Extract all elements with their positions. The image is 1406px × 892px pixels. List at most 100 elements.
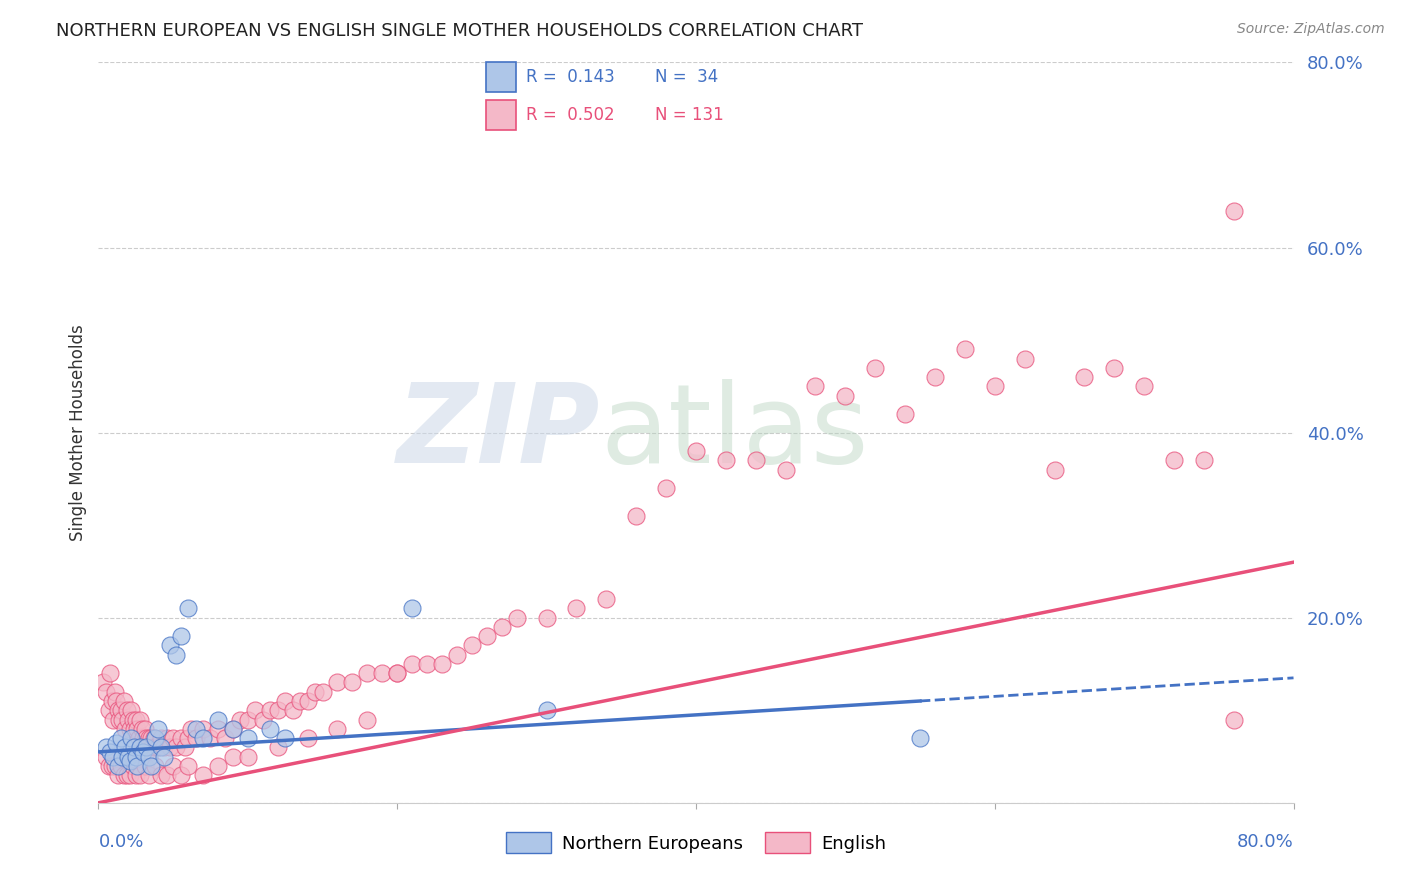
Point — [191, 768, 214, 782]
Point — [274, 694, 297, 708]
Text: NORTHERN EUROPEAN VS ENGLISH SINGLE MOTHER HOUSEHOLDS CORRELATION CHART: NORTHERN EUROPEAN VS ENGLISH SINGLE MOTH… — [56, 22, 863, 40]
Point — [107, 768, 129, 782]
Point — [297, 694, 319, 708]
Point — [1073, 370, 1095, 384]
Point — [191, 731, 214, 745]
Point — [110, 703, 132, 717]
Point — [714, 453, 737, 467]
Point — [326, 675, 349, 690]
Point — [118, 722, 141, 736]
Point — [120, 731, 142, 745]
Point — [595, 592, 617, 607]
Point — [311, 685, 333, 699]
Point — [626, 508, 648, 523]
Point — [150, 768, 173, 782]
Point — [135, 740, 157, 755]
Point — [222, 749, 245, 764]
Point — [506, 610, 529, 624]
Point — [150, 740, 173, 755]
Point — [924, 370, 946, 384]
Point — [138, 749, 160, 764]
Point — [103, 749, 125, 764]
Point — [536, 703, 558, 717]
Point — [908, 731, 931, 745]
Text: R =  0.143: R = 0.143 — [526, 68, 614, 86]
Point — [104, 758, 127, 772]
Point — [281, 703, 304, 717]
Point — [117, 713, 139, 727]
Point — [207, 713, 229, 727]
Point — [153, 740, 176, 755]
Point — [236, 713, 259, 727]
Point — [134, 722, 156, 736]
Point — [101, 758, 124, 772]
Point — [401, 657, 423, 671]
Point — [1104, 360, 1126, 375]
Point — [274, 731, 297, 745]
Point — [236, 749, 259, 764]
Point — [169, 731, 191, 745]
Point — [142, 731, 165, 745]
Point — [1223, 203, 1246, 218]
Point — [125, 749, 148, 764]
Point — [252, 713, 274, 727]
Point — [304, 685, 326, 699]
Point — [184, 731, 207, 745]
Point — [177, 601, 200, 615]
Point — [112, 694, 135, 708]
Legend: Northern Europeans, English: Northern Europeans, English — [499, 825, 893, 861]
Point — [111, 713, 134, 727]
Point — [107, 703, 129, 717]
Point — [207, 722, 229, 736]
Point — [259, 703, 281, 717]
Point — [159, 740, 181, 755]
Point — [259, 722, 281, 736]
Point — [371, 666, 394, 681]
Point — [156, 768, 179, 782]
Point — [114, 722, 136, 736]
Point — [775, 462, 797, 476]
Point — [1133, 379, 1156, 393]
Text: 80.0%: 80.0% — [1237, 833, 1294, 851]
Point — [356, 713, 378, 727]
Point — [342, 675, 364, 690]
Point — [127, 722, 149, 736]
Point — [141, 740, 163, 755]
Point — [1223, 713, 1246, 727]
Point — [222, 722, 245, 736]
Point — [156, 731, 179, 745]
Text: Source: ZipAtlas.com: Source: ZipAtlas.com — [1237, 22, 1385, 37]
Point — [245, 703, 267, 717]
Point — [894, 407, 917, 421]
Point — [491, 620, 513, 634]
Point — [177, 731, 200, 745]
Text: ZIP: ZIP — [396, 379, 600, 486]
Point — [207, 758, 229, 772]
Point — [136, 740, 159, 755]
Text: R =  0.502: R = 0.502 — [526, 106, 614, 124]
Point — [461, 639, 484, 653]
Point — [91, 675, 114, 690]
Point — [118, 768, 141, 782]
Point — [143, 740, 166, 755]
Point — [356, 666, 378, 681]
Point — [191, 722, 214, 736]
Point — [125, 713, 148, 727]
Point — [132, 745, 155, 759]
Point — [150, 731, 173, 745]
Point — [565, 601, 588, 615]
Text: N =  34: N = 34 — [655, 68, 718, 86]
Point — [229, 713, 252, 727]
Point — [97, 758, 120, 772]
Point — [129, 740, 152, 755]
Point — [120, 703, 142, 717]
Point — [1043, 462, 1066, 476]
Point — [94, 749, 117, 764]
Point — [326, 722, 349, 736]
Point — [97, 703, 120, 717]
Point — [385, 666, 409, 681]
Point — [105, 736, 128, 750]
Point — [169, 629, 191, 643]
Point — [1163, 453, 1185, 467]
Point — [804, 379, 827, 393]
